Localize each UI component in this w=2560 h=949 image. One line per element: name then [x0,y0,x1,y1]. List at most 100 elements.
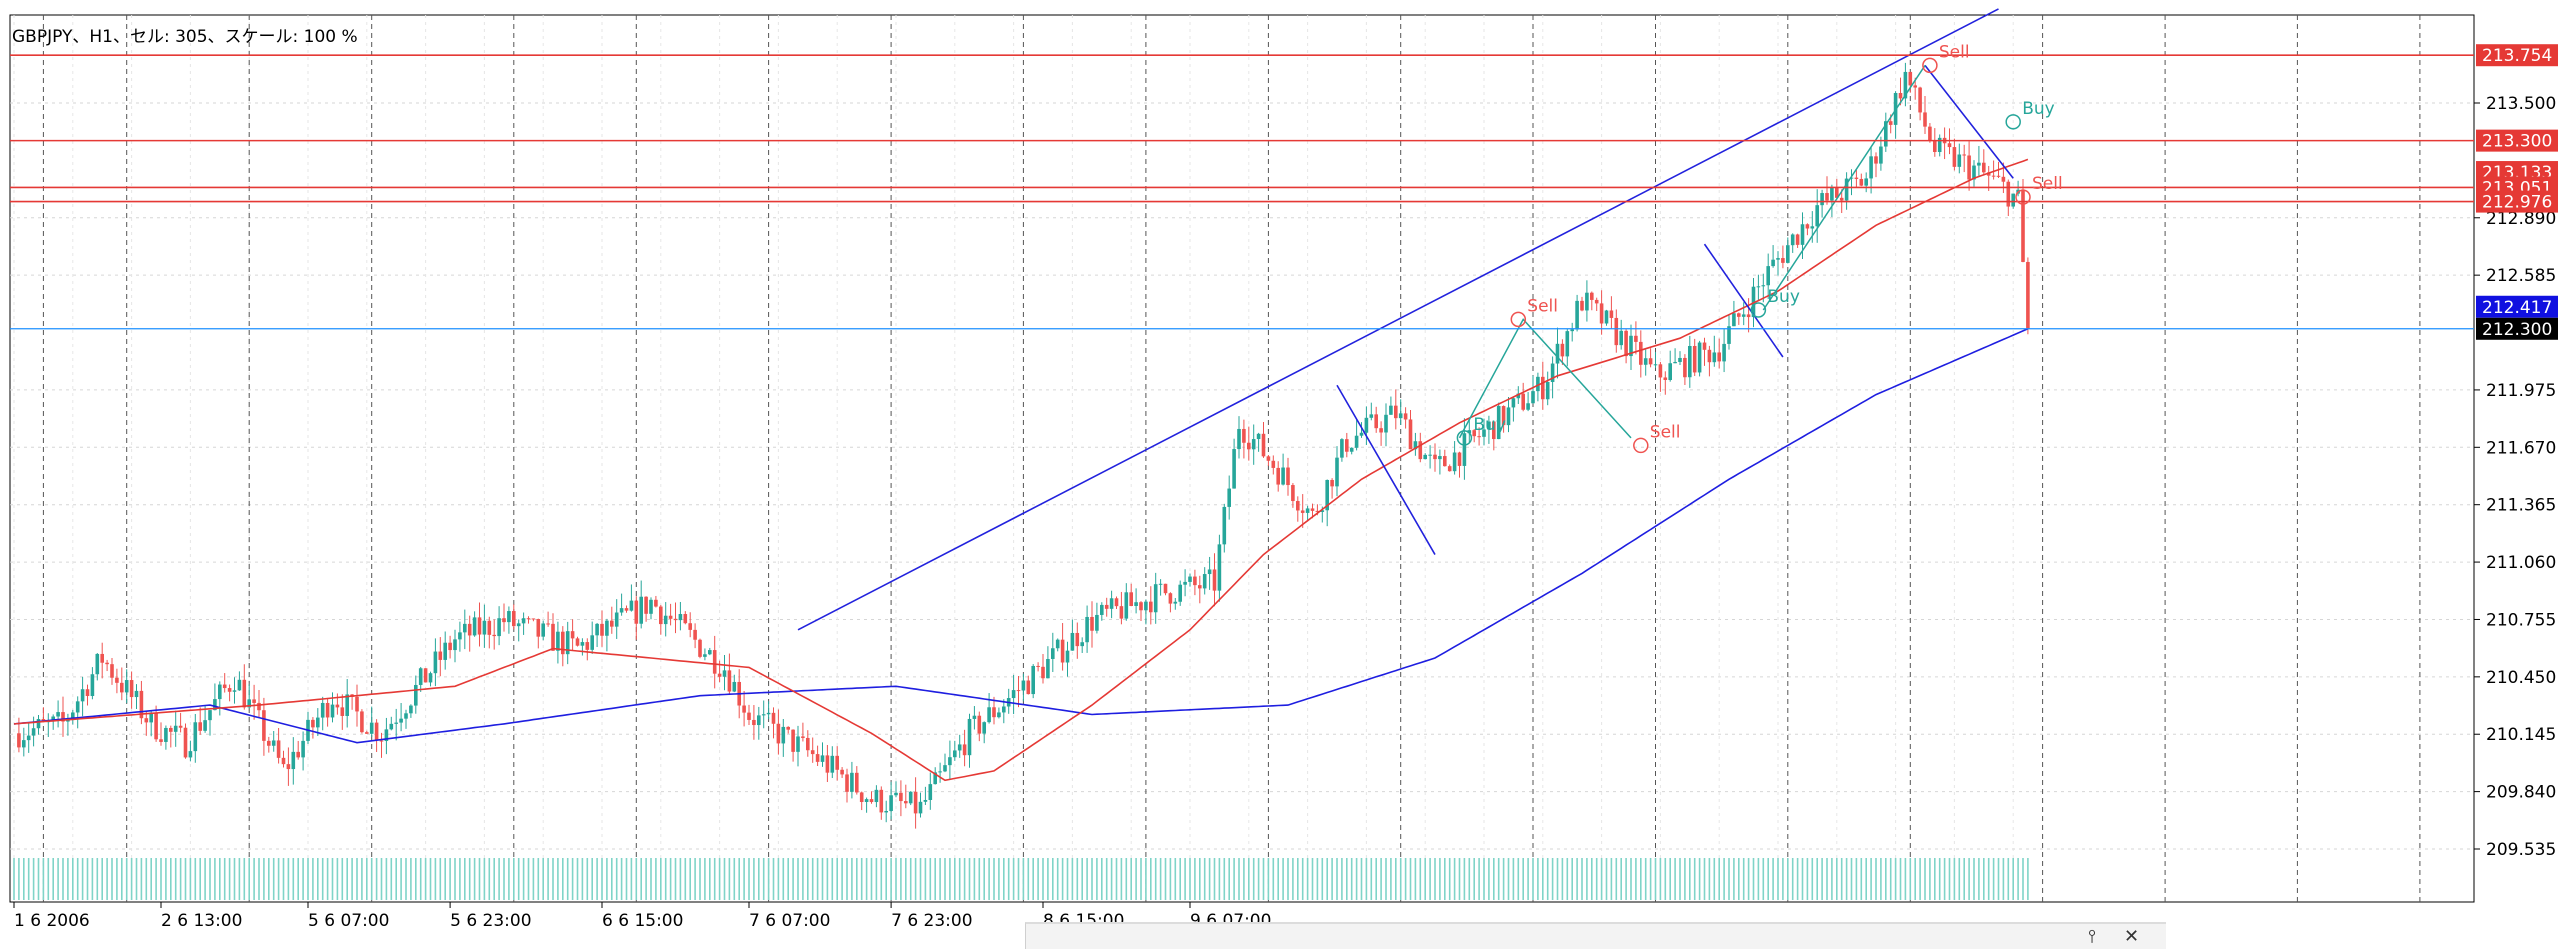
candle [1261,421,1266,458]
volume-bar [199,858,201,900]
candle-body [668,615,673,619]
candle [90,667,95,700]
candle-body [619,608,624,613]
candle-body [810,750,815,755]
candle-body [659,606,663,625]
volume-bar [1904,858,1907,900]
candle [1511,397,1516,422]
candle-body [1962,154,1966,156]
volume-bar [958,858,961,900]
candle-body [237,679,242,691]
candle [678,601,683,631]
candle [1232,438,1236,489]
candle [169,725,173,748]
candle-body [1046,658,1050,679]
level-price-tag: 213.754 [2482,46,2552,66]
volume-bar [1130,858,1132,900]
candle [1296,496,1300,522]
candle [551,613,555,652]
volume-bar [704,858,706,900]
candle [1222,503,1227,553]
volume-bar [1909,858,1912,900]
volume-bar [1287,858,1289,900]
volume-bar [562,858,564,900]
candle-body [1227,488,1231,507]
volume-bar [429,858,432,900]
volume-bar [1963,858,1965,900]
candle [1756,274,1761,301]
candle [144,711,149,736]
candle [1369,402,1374,421]
candle [247,684,251,709]
candle-body [1766,266,1770,286]
volume-bar [67,858,69,900]
candle-body [1786,245,1790,263]
close-icon[interactable]: ✕ [2124,926,2140,947]
volume-bar [1620,858,1622,900]
candle [1599,290,1604,335]
candle [1217,534,1222,602]
candle-body [1202,574,1207,589]
candle [1100,602,1104,621]
volume-bar [1654,858,1657,900]
level-price-tag-bg [2476,190,2558,213]
candle-body [1648,358,1653,365]
volume-bar [1870,858,1872,900]
volume-bar [1483,858,1485,900]
session-separators [42,15,2421,902]
candle [997,707,1001,719]
price-tag-black-bg [2476,317,2558,340]
candle-body [708,650,712,655]
candle-body [472,617,477,636]
y-tick-label: 213.500 [2486,94,2556,114]
candle-body [889,795,893,812]
candle-body [1315,510,1320,512]
candle [1933,128,1937,157]
candle [56,700,60,728]
candle [1496,402,1501,440]
candle-body [1487,421,1491,430]
candle-body [1756,286,1761,288]
volume-bar [1493,858,1495,900]
candle [188,740,193,762]
candle-body [448,642,452,651]
volume-bar [2002,858,2005,900]
volume-bar [165,858,167,900]
candle-body [1193,576,1197,586]
candle [1869,147,1873,194]
candle-body [1041,666,1045,679]
volume-bar [787,858,789,900]
candle [987,693,991,724]
candle [693,623,697,649]
candle [477,602,482,647]
volume-bar [1644,858,1647,900]
candle-body [1163,583,1168,594]
pin-icon[interactable]: ⫯ [2088,926,2096,947]
candle-body [1717,352,1721,362]
candle [629,584,634,612]
candle [1193,569,1197,596]
candle [859,791,864,811]
candle-body [884,811,888,813]
candle-body [1634,335,1638,342]
candle-body [159,739,163,742]
candle [384,717,389,755]
candle [316,708,320,736]
candle [1732,300,1736,327]
candle-body [129,680,134,698]
candle [276,728,281,764]
volume-bar [909,858,912,900]
y-tick-label: 212.890 [2486,209,2556,229]
candle [840,767,844,778]
volume-bar [713,858,716,900]
candle-body [825,755,830,773]
candle-body [1168,593,1173,604]
candle [1403,407,1408,429]
candle-body [624,608,629,611]
volume-bar [1787,858,1789,900]
candle [369,706,374,738]
volume-bar [1733,858,1735,900]
candle [1389,396,1393,415]
